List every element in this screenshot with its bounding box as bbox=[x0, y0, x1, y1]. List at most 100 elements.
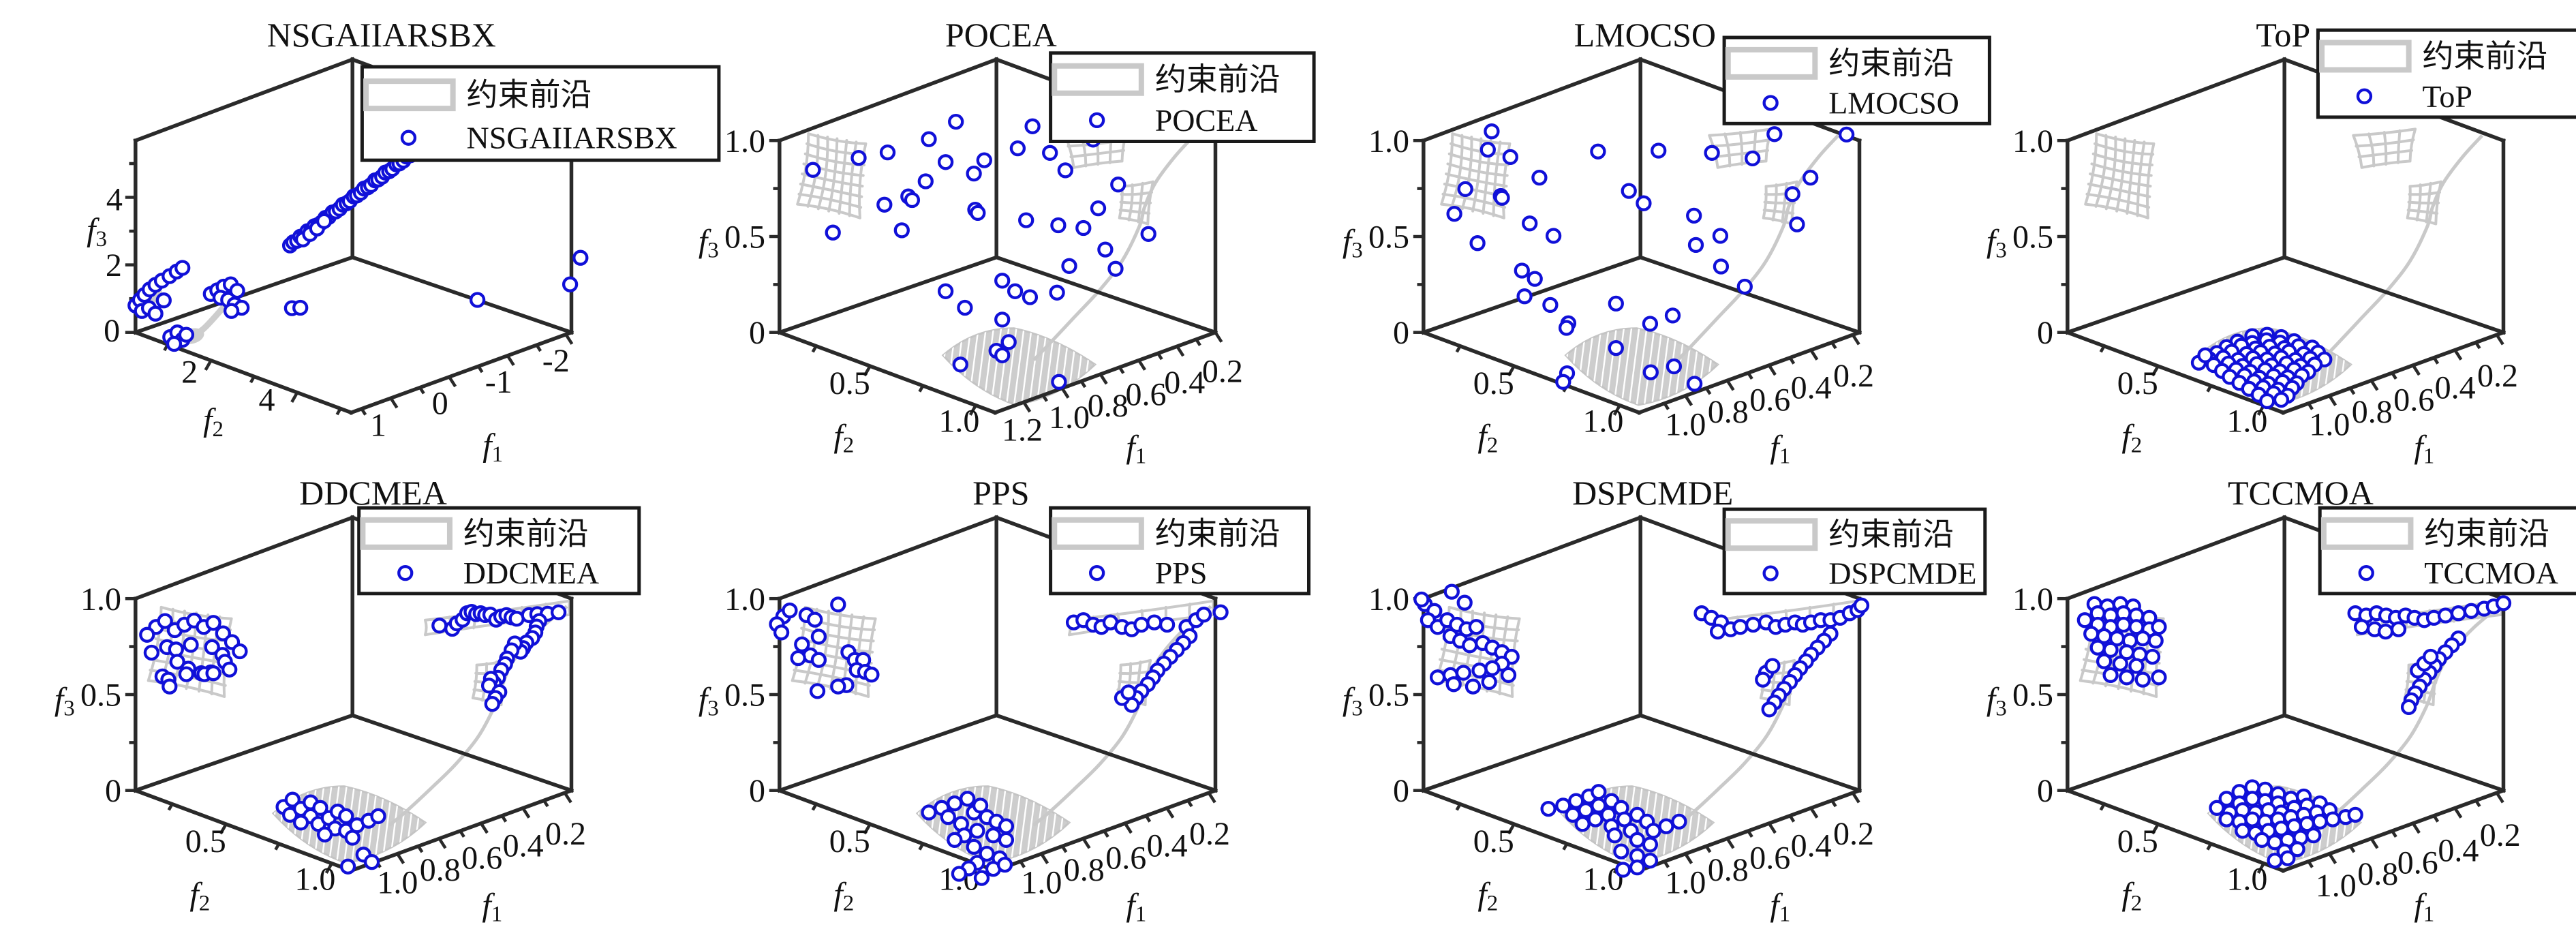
f1-tick-label: 0.6 bbox=[1105, 840, 1146, 877]
subplot-lmocso: 1.0 0.5 0 0.5 1.0 1.0 0.8 0.6 0.4 0.2 f3 f2 f1 约束前沿 LM… bbox=[1315, 11, 1991, 469]
f1-tick-label: 1.0 bbox=[1665, 406, 1706, 442]
legend-front-swatch bbox=[363, 78, 456, 112]
f2-tick-label: 1.0 bbox=[938, 404, 979, 440]
f2-tick-label: 4 bbox=[259, 382, 275, 419]
scatter-points bbox=[769, 596, 1229, 886]
f3-axis-label: f3 bbox=[1343, 681, 1363, 721]
z-tick-label: 0 bbox=[104, 313, 120, 349]
f1-tick-label: 0.8 bbox=[1088, 388, 1129, 424]
f1-tick-label: 0.4 bbox=[2438, 832, 2479, 868]
scatter-points bbox=[2190, 326, 2333, 410]
f1-tick-label: 1.0 bbox=[1049, 399, 1090, 436]
legend-front-swatch bbox=[2320, 517, 2414, 550]
z-tick-label: 0.5 bbox=[724, 678, 765, 714]
z-tick-label: 0 bbox=[749, 315, 765, 351]
scatter-points bbox=[127, 142, 589, 352]
f2-tick-label: 0.5 bbox=[2117, 365, 2158, 401]
f1-tick-label: 0.2 bbox=[545, 816, 586, 852]
f1-tick-label: 0.2 bbox=[2480, 817, 2521, 853]
f1-tick-label: 0 bbox=[432, 385, 448, 421]
f3-axis-label: f3 bbox=[1987, 681, 2007, 721]
f1-tick-label: 0.2 bbox=[1833, 816, 1874, 852]
f1-tick-label: 1.2 bbox=[1002, 412, 1043, 448]
f1-tick-label: 0.8 bbox=[1064, 852, 1105, 888]
legend-front-swatch bbox=[360, 517, 453, 550]
subplot-top: 1.0 0.5 0 0.5 1.0 1.0 0.8 0.6 0.4 0.2 f3 f2 f1 约束前沿 To… bbox=[1959, 11, 2576, 469]
f1-tick-label: 0.6 bbox=[1749, 382, 1790, 419]
legend-marker bbox=[1088, 564, 1105, 581]
f3-axis-label: f3 bbox=[87, 212, 107, 252]
f3-axis-label: f3 bbox=[699, 681, 719, 721]
f1-axis-label: f1 bbox=[482, 427, 503, 468]
f1-tick-label: 0.2 bbox=[1189, 816, 1230, 852]
f1-tick-label: -2 bbox=[542, 343, 570, 379]
z-tick-label: 1.0 bbox=[80, 581, 121, 618]
tick-marks bbox=[1413, 596, 1860, 874]
legend-marker bbox=[1762, 95, 1779, 111]
tick-marks bbox=[2057, 596, 2504, 874]
f1-tick-label: -1 bbox=[485, 364, 512, 400]
legend-marker bbox=[2356, 88, 2373, 104]
f2-axis-label: f2 bbox=[2121, 876, 2142, 916]
tick-marks bbox=[125, 162, 574, 416]
f1-tick-label: 0.4 bbox=[1164, 365, 1205, 401]
subplot-pocea: 1.0 0.5 0 0.5 1.0 1.2 1.0 0.8 0.6 0.4 0.2 f3 f2 f1 约束前… bbox=[671, 11, 1316, 469]
legend-algo-label: DSPCMDE bbox=[1828, 556, 1976, 591]
f1-tick-label: 0.8 bbox=[420, 852, 461, 888]
z-tick-label: 0.5 bbox=[1368, 678, 1409, 714]
f2-axis-label: f2 bbox=[833, 876, 854, 916]
legend-front-label: 约束前沿 bbox=[463, 516, 589, 551]
legend-algo-label: NSGAIIARSBX bbox=[466, 121, 677, 155]
f1-axis-label: f1 bbox=[482, 887, 502, 927]
subplot-tccmoa: 1.0 0.5 0 0.5 1.0 1.0 0.8 0.6 0.4 0.2 f3 f2 f1 约束前沿 TC… bbox=[1959, 469, 2576, 927]
f3-axis-label: f3 bbox=[699, 223, 719, 263]
f2-axis-label: f2 bbox=[833, 418, 854, 458]
legend-front-label: 约束前沿 bbox=[2424, 516, 2549, 551]
f1-tick-label: 0.8 bbox=[2357, 856, 2398, 892]
f2-axis-label: f2 bbox=[1477, 418, 1498, 458]
f1-axis-label: f1 bbox=[1770, 887, 1790, 927]
f2-tick-label: 1.0 bbox=[1582, 404, 1623, 440]
legend-front-label: 约束前沿 bbox=[2422, 39, 2547, 74]
f1-tick-label: 1.0 bbox=[2309, 406, 2350, 442]
z-tick-label: 1.0 bbox=[2012, 581, 2053, 618]
f2-axis-label: f2 bbox=[189, 876, 210, 916]
tick-marks bbox=[2057, 138, 2504, 416]
f1-tick-label: 0.6 bbox=[1126, 377, 1167, 413]
legend-front-swatch bbox=[1725, 518, 1818, 551]
f1-tick-label: 0.4 bbox=[1147, 828, 1188, 864]
f1-tick-label: 0.4 bbox=[2435, 370, 2476, 406]
f1-axis-label: f1 bbox=[2414, 887, 2434, 927]
legend-marker bbox=[1088, 112, 1105, 129]
f2-tick-label: 0.5 bbox=[829, 823, 870, 860]
f1-tick-label: 0.6 bbox=[461, 840, 502, 877]
legend-algo-label: DDCMEA bbox=[463, 556, 599, 590]
f2-tick-label: 0.5 bbox=[2117, 823, 2158, 860]
z-tick-label: 0 bbox=[1393, 315, 1409, 351]
legend-front-label: 约束前沿 bbox=[1828, 46, 1954, 80]
z-tick-label: 0 bbox=[105, 773, 121, 809]
subplot-title: DDCMEA bbox=[299, 474, 447, 512]
f1-tick-label: 0.8 bbox=[1708, 852, 1749, 888]
subplot-title: DSPCMDE bbox=[1572, 474, 1733, 512]
f1-axis-label: f1 bbox=[2414, 429, 2434, 469]
legend: 约束前沿 POCEA bbox=[1049, 51, 1316, 143]
legend-algo-label: PPS bbox=[1155, 556, 1208, 590]
legend-marker bbox=[1762, 565, 1779, 581]
legend-algo-label: ToP bbox=[2422, 79, 2472, 114]
legend-front-label: 约束前沿 bbox=[1155, 62, 1281, 97]
z-tick-label: 0.5 bbox=[724, 219, 765, 256]
z-tick-label: 0.5 bbox=[2012, 678, 2053, 714]
scatter-points bbox=[805, 113, 1156, 390]
legend-front-swatch bbox=[2319, 40, 2412, 73]
f1-tick-label: 1 bbox=[370, 408, 386, 444]
z-tick-label: 1.0 bbox=[2012, 123, 2053, 159]
legend: 约束前沿 LMOCSO bbox=[1722, 35, 1991, 125]
f1-tick-label: 0.6 bbox=[2397, 845, 2438, 881]
